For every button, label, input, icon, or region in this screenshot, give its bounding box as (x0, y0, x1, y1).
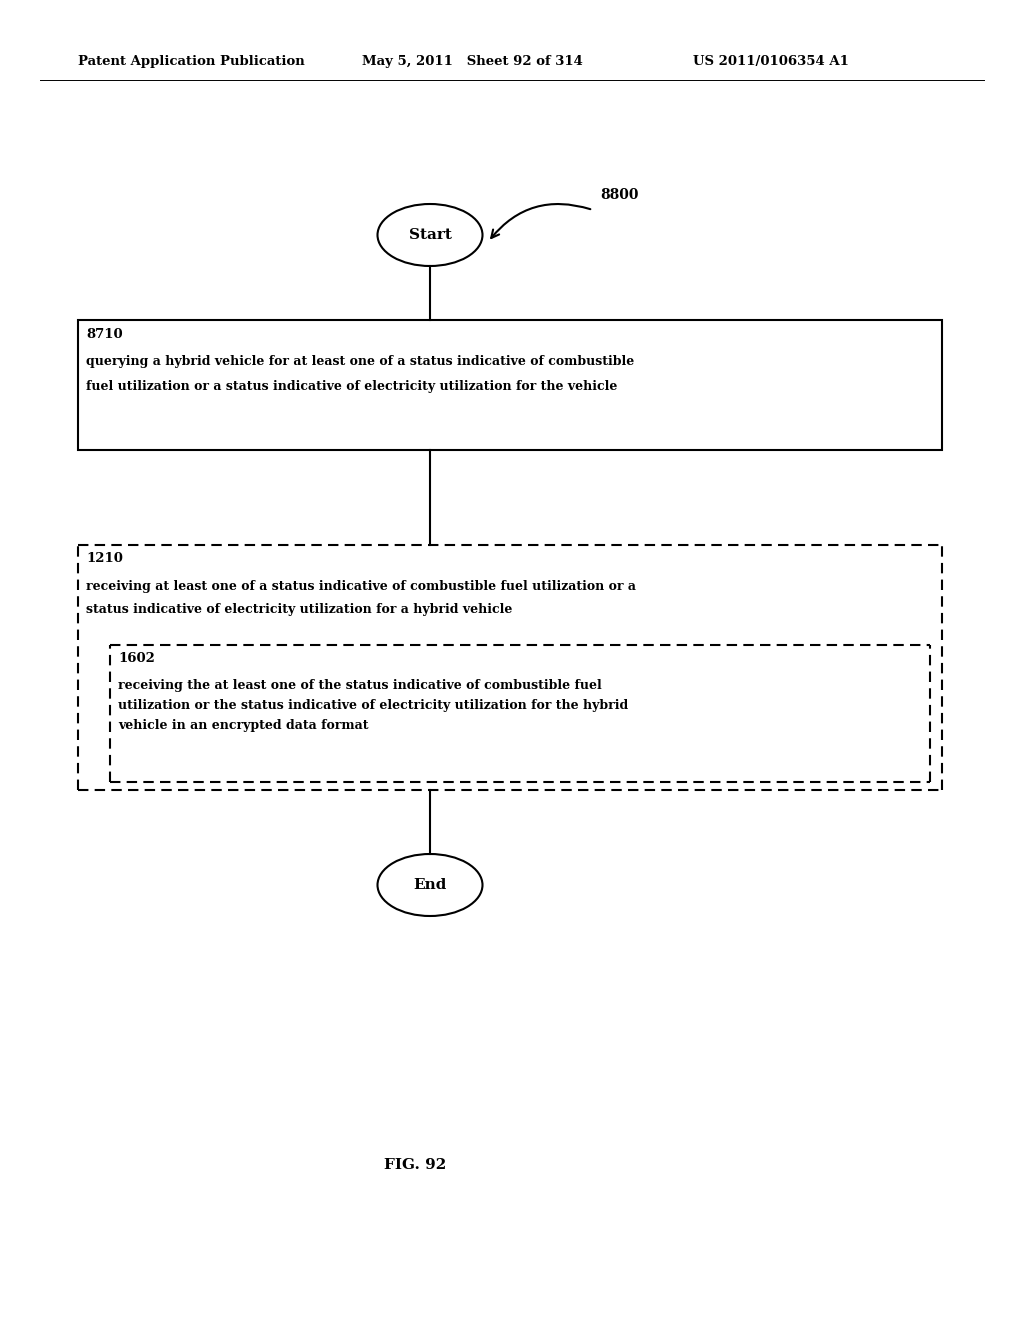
Text: utilization or the status indicative of electricity utilization for the hybrid: utilization or the status indicative of … (118, 700, 629, 711)
Text: status indicative of electricity utilization for a hybrid vehicle: status indicative of electricity utiliza… (86, 603, 512, 616)
Text: Start: Start (409, 228, 452, 242)
Text: 1210: 1210 (86, 553, 123, 565)
Text: vehicle in an encrypted data format: vehicle in an encrypted data format (118, 719, 369, 733)
Text: 8710: 8710 (86, 327, 123, 341)
FancyArrowPatch shape (492, 205, 591, 238)
Text: FIG. 92: FIG. 92 (384, 1158, 446, 1172)
Text: 1602: 1602 (118, 652, 155, 665)
Text: US 2011/0106354 A1: US 2011/0106354 A1 (693, 55, 849, 69)
Text: querying a hybrid vehicle for at least one of a status indicative of combustible: querying a hybrid vehicle for at least o… (86, 355, 634, 368)
Text: Patent Application Publication: Patent Application Publication (78, 55, 305, 69)
Bar (78, 319, 942, 450)
Text: receiving at least one of a status indicative of combustible fuel utilization or: receiving at least one of a status indic… (86, 579, 636, 593)
Text: May 5, 2011   Sheet 92 of 314: May 5, 2011 Sheet 92 of 314 (362, 55, 583, 69)
Text: 8800: 8800 (600, 187, 639, 202)
Text: End: End (414, 878, 446, 892)
Text: fuel utilization or a status indicative of electricity utilization for the vehic: fuel utilization or a status indicative … (86, 380, 617, 393)
Text: receiving the at least one of the status indicative of combustible fuel: receiving the at least one of the status… (118, 678, 602, 692)
